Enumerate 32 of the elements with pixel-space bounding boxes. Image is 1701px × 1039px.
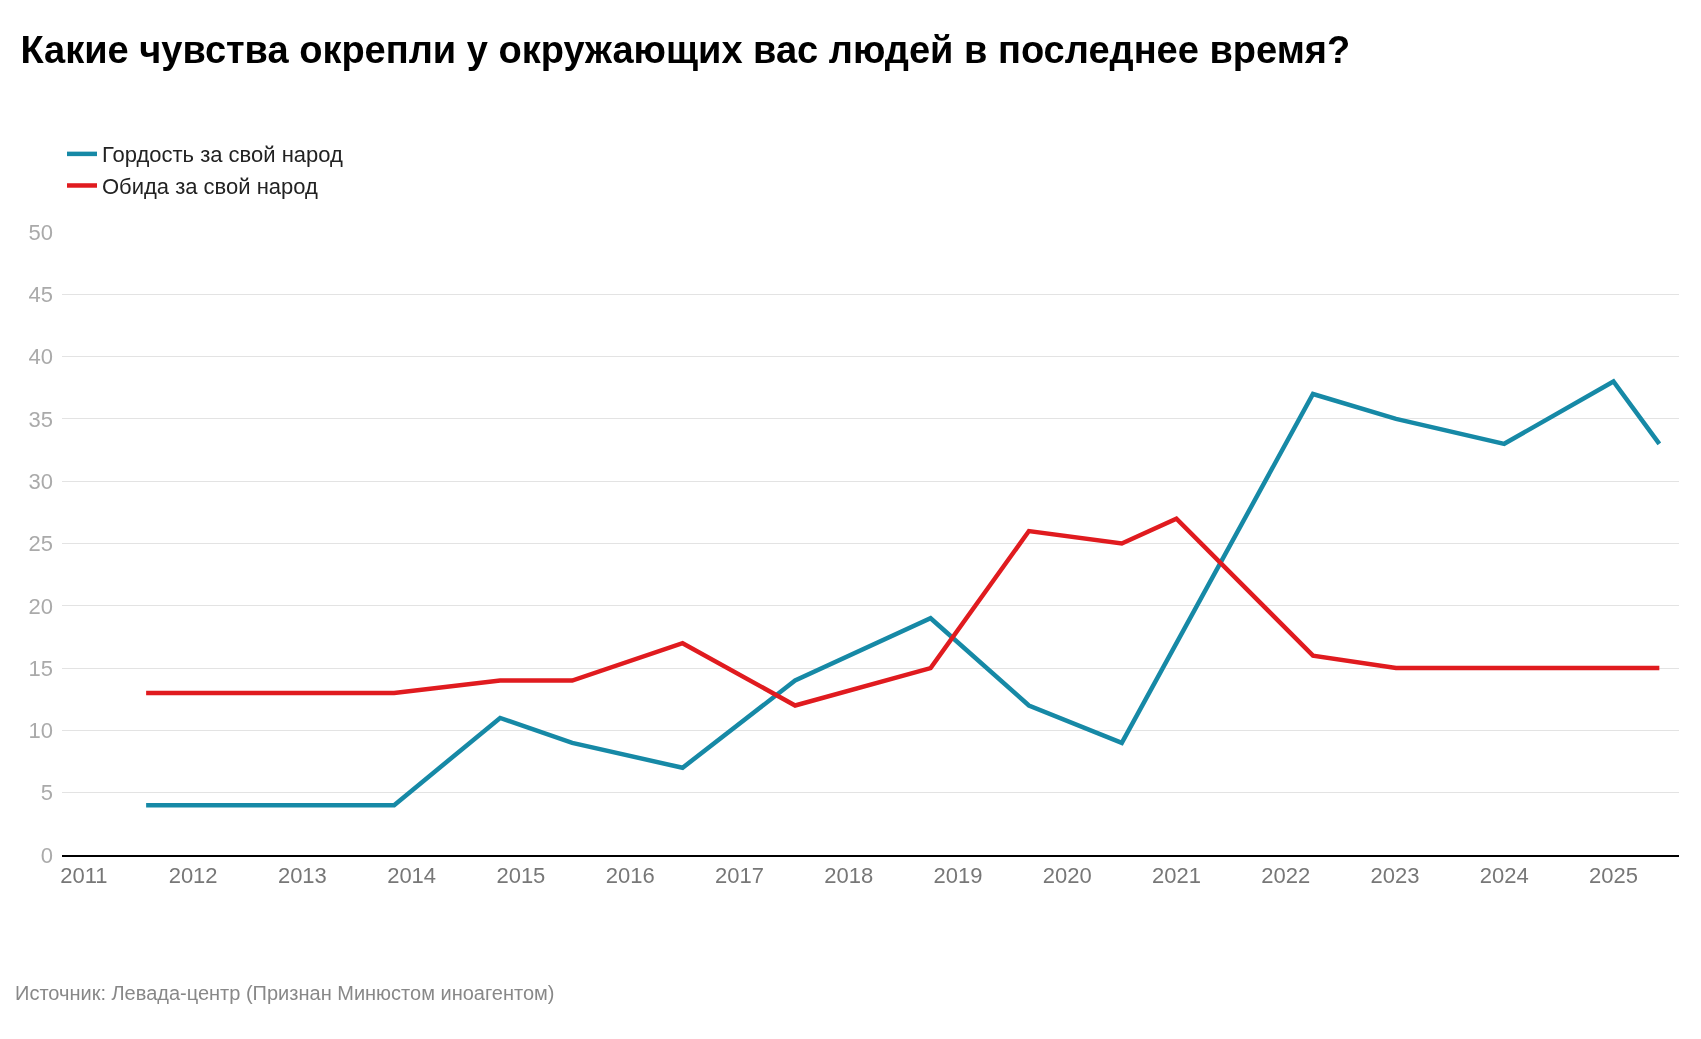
x-tick-label: 2022: [1261, 863, 1311, 889]
x-tick-label: 2019: [933, 863, 983, 889]
x-tick-label: 2021: [1151, 863, 1201, 889]
y-tick-label: 5: [40, 780, 53, 806]
x-tick-label: 2017: [714, 863, 764, 889]
legend-label: Гордость за свой народ: [102, 142, 344, 168]
x-tick-label: 2020: [1042, 863, 1092, 889]
line-series: [143, 516, 1662, 708]
y-tick-label: 45: [28, 282, 53, 307]
x-tick-label: 2015: [496, 863, 546, 889]
line-series: [143, 379, 1662, 808]
y-tick-label: 15: [28, 655, 53, 681]
y-tick-label: 0: [40, 842, 53, 868]
x-tick-label: 2014: [387, 863, 437, 889]
x-tick-label: 2016: [605, 863, 655, 889]
x-tick-label: 2024: [1479, 863, 1529, 889]
y-tick-label: 40: [28, 344, 53, 370]
y-tick-label: 10: [28, 718, 53, 744]
x-tick-label: 2013: [277, 863, 327, 889]
x-tick-label: 2011: [60, 863, 108, 889]
x-tick-label: 2012: [168, 863, 218, 889]
x-tick-label: 2023: [1370, 863, 1420, 889]
text: Источник: Левада-центр (Признан Минюстом иноагентом): [15, 982, 555, 1004]
y-tick-label: 50: [28, 219, 53, 245]
x-tick-label: 2025: [1588, 863, 1638, 889]
y-tick-label: 35: [28, 406, 53, 432]
y-tick-label: 25: [28, 531, 53, 557]
x-tick-label: 2018: [824, 863, 874, 889]
legend-label: Обида за свой народ: [102, 174, 319, 200]
chart-title: Какие чувства окрепли у окружающих вас людей в последнее время?: [20, 28, 1351, 71]
y-tick-label: 30: [28, 468, 53, 494]
y-tick-label: 20: [28, 593, 53, 619]
